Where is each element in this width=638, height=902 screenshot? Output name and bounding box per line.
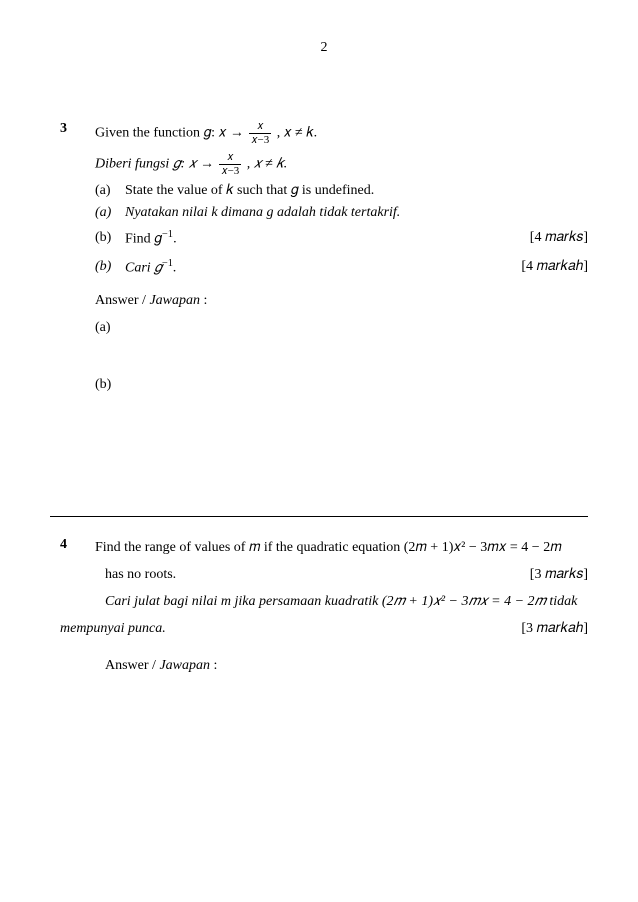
q4-answer-block: Answer / Jawapan : [95, 655, 588, 676]
q3-my-eq: 𝑔: 𝑥 → [173, 157, 218, 172]
page-number: 2 [60, 40, 588, 56]
q3-b-label: (b) [95, 227, 125, 250]
q3-en-frac: 𝑥𝑥−3 [249, 121, 271, 146]
q3-my-post: , 𝑥 ≠ 𝑘. [243, 157, 287, 172]
q4-en-l1: Find the range of values of 𝑚 if the qua… [95, 537, 588, 558]
q4-my-marks: [3 𝑚𝑎𝑟𝑘𝑎ℎ] [511, 618, 588, 639]
q3-answer-label: Answer / Jawapan : [95, 290, 588, 311]
q3-a-text: State the value of 𝑘 such that 𝑔 is unde… [125, 183, 588, 199]
q3-ans-a-space [95, 344, 588, 374]
q3-my-frac: 𝑥𝑥−3 [219, 152, 241, 177]
q3-ans-a: (a) [95, 317, 588, 338]
q3-ans-b: (b) [95, 374, 588, 395]
q3-b-my-post: . [173, 260, 177, 275]
q3-a-en: (a) State the value of 𝑘 such that 𝑔 is … [95, 183, 588, 199]
q4-my-l2: mempunyai punca. [60, 618, 511, 639]
question-divider [50, 516, 588, 517]
q3-b-my-pre: Cari 𝑔 [125, 260, 162, 275]
q3-b-text: Find 𝑔−1. [125, 227, 520, 250]
q3-a-my: (a) Nyatakan nilai k dimana g adalah tid… [95, 205, 588, 221]
q4-answer-text: Answer / Jawapan : [105, 658, 217, 673]
question-4: 4 Find the range of values of 𝑚 if the q… [60, 537, 588, 682]
q3-intro-en: Given the function 𝑔: 𝑥 → 𝑥𝑥−3 , 𝑥 ≠ 𝑘. [95, 121, 588, 146]
question-4-body: Find the range of values of 𝑚 if the qua… [95, 537, 588, 682]
q3-en-post: , 𝑥 ≠ 𝑘. [273, 126, 317, 141]
q3-my-frac-den: 𝑥−3 [219, 165, 241, 177]
q4-en-l2: has no roots. [95, 564, 520, 585]
q3-b-my-label: (b) [95, 256, 125, 279]
q3-b-my-sup: −1 [162, 258, 173, 269]
q4-answer-label: Answer / Jawapan : [105, 655, 588, 676]
q4-en-l2-row: has no roots. [3 𝑚𝑎𝑟𝑘𝑠] [95, 564, 588, 585]
q3-a-label: (a) [95, 183, 125, 199]
q3-b-marks: [4 𝑚𝑎𝑟𝑘𝑠] [520, 227, 588, 250]
q3-b-en-row: (b) Find 𝑔−1. [4 𝑚𝑎𝑟𝑘𝑠] [95, 227, 588, 250]
q3-en-eq: 𝑔: 𝑥 → [203, 126, 247, 141]
q3-en-frac-num: 𝑥 [249, 121, 271, 134]
q3-en-pre: Given the function [95, 126, 203, 141]
q3-intro-my: Diberi fungsi 𝑔: 𝑥 → 𝑥𝑥−3 , 𝑥 ≠ 𝑘. [95, 152, 588, 177]
question-3-number: 3 [60, 121, 95, 401]
q3-en-frac-den: 𝑥−3 [249, 134, 271, 146]
q3-answer-text: Answer / Jawapan : [95, 293, 207, 308]
question-3-body: Given the function 𝑔: 𝑥 → 𝑥𝑥−3 , 𝑥 ≠ 𝑘. … [95, 121, 588, 401]
q4-my-l1: Cari julat bagi nilai m jika persamaan k… [95, 591, 588, 612]
q3-my-frac-num: 𝑥 [219, 152, 241, 165]
question-3: 3 Given the function 𝑔: 𝑥 → 𝑥𝑥−3 , 𝑥 ≠ 𝑘… [60, 121, 588, 401]
q3-b-sup: −1 [162, 229, 173, 240]
question-4-number: 4 [60, 537, 95, 682]
q3-b-my-text: Cari 𝑔−1. [125, 256, 511, 279]
q3-answer-block: Answer / Jawapan : (a) (b) [95, 290, 588, 395]
q4-en-marks: [3 𝑚𝑎𝑟𝑘𝑠] [520, 564, 588, 585]
q3-my-pre: Diberi fungsi [95, 157, 173, 172]
q3-b-post: . [173, 232, 177, 247]
q3-b-markah: [4 𝑚𝑎𝑟𝑘𝑎ℎ] [511, 256, 588, 279]
q3-b-my-row: (b) Cari 𝑔−1. [4 𝑚𝑎𝑟𝑘𝑎ℎ] [95, 256, 588, 279]
q3-a-my-text: Nyatakan nilai k dimana g adalah tidak t… [125, 205, 588, 221]
q4-my-l2-row: mempunyai punca. [3 𝑚𝑎𝑟𝑘𝑎ℎ] [95, 618, 588, 639]
q3-a-my-label: (a) [95, 205, 125, 221]
q3-b-pre: Find 𝑔 [125, 232, 162, 247]
